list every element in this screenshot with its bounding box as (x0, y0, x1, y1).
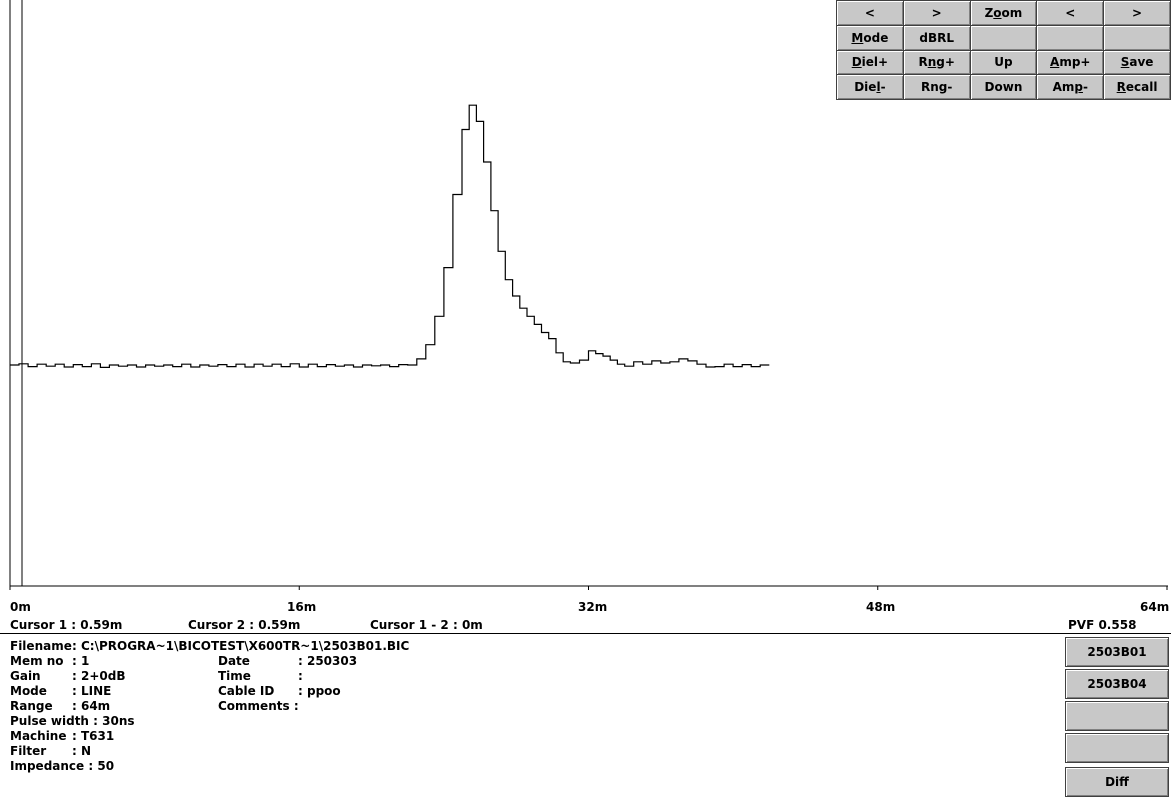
cursor1-readout: Cursor 1 : 0.59m (10, 618, 123, 632)
time-value: : (298, 669, 303, 683)
down-button-label: Down (984, 80, 1023, 95)
impedance-label: Impedance (10, 759, 85, 773)
control-toolbar: < > Zoom < > Mode dBRL Diel+ Rng+ Up Amp+ Save Diel-… (836, 0, 1171, 100)
memory-button-4[interactable] (1065, 733, 1169, 763)
memory-buttons: 2503B01 2503B04 Diff (1065, 637, 1171, 802)
date-value: : 250303 (298, 654, 358, 668)
x-tick-label-16: 16m (287, 600, 317, 614)
cursor-readout-row: Cursor 1 : 0.59m Cursor 2 : 0.59m Cursor… (0, 617, 1171, 634)
memno-label: Mem no (10, 654, 64, 668)
mode-label: Mode (10, 684, 47, 698)
memno-value: : 1 (72, 654, 90, 668)
range-minus-button[interactable]: Rng- (902, 74, 971, 100)
x-tick-label-48: 48m (866, 600, 896, 614)
amp-minus-button-label: Amp- (1052, 80, 1088, 95)
memory-button-1[interactable]: 2503B01 (1065, 637, 1169, 667)
comments-value: : (293, 699, 299, 713)
cursor2-readout: Cursor 2 : 0.59m (188, 618, 301, 632)
machine-row: Machine : T631 (10, 729, 114, 744)
trace-svg (9, 0, 1168, 590)
up-button[interactable]: Up (969, 49, 1038, 76)
recall-button-label: Recall (1116, 80, 1158, 95)
save-button-label: Save (1120, 55, 1154, 70)
machine-value: : T631 (72, 729, 115, 743)
cursor-left-button-label: < (1065, 5, 1076, 20)
mode-row: Mode : LINE (10, 684, 111, 699)
gain-label: Gain (10, 669, 41, 683)
range-minus-button-label: Rng- (920, 80, 953, 95)
cursor-right-button[interactable]: > (1103, 0, 1171, 26)
scroll-right-button[interactable]: > (902, 0, 971, 26)
trace-series-line (10, 104, 770, 368)
time-row: Time: (218, 669, 303, 684)
memno-row: Mem no : 1 (10, 654, 89, 669)
dbrl-button-label: dBRL (919, 30, 954, 45)
impedance-row: Impedance : 50 (10, 759, 114, 774)
gain-row: Gain : 2+0dB (10, 669, 125, 684)
cable-row: Cable ID : ppoo (218, 684, 341, 699)
x-tick-label-32: 32m (578, 600, 608, 614)
amp-plus-button[interactable]: Amp+ (1036, 49, 1105, 76)
x-tick-label-64: 64m (1140, 600, 1170, 614)
zoom-button-label: Zoom (984, 5, 1023, 20)
cursor-left-button[interactable]: < (1036, 0, 1105, 26)
x-tick-label-0: 0m (10, 600, 31, 614)
date-row: Date : 250303 (218, 654, 357, 669)
pulse-label: Pulse width (10, 714, 89, 728)
range-plus-button[interactable]: Rng+ (902, 49, 971, 76)
mode-button-label: Mode (851, 30, 889, 45)
blank-button-1[interactable] (969, 24, 1038, 51)
comments-label: Comments (218, 699, 290, 713)
memory-button-2[interactable]: 2503B04 (1065, 669, 1169, 699)
up-button-label: Up (994, 55, 1013, 70)
filename-label: Filename (10, 639, 72, 653)
diff-button[interactable]: Diff (1065, 767, 1169, 797)
scroll-left-button[interactable]: < (836, 0, 904, 26)
filter-row: Filter : N (10, 744, 91, 759)
pulse-row: Pulse width : 30ns (10, 714, 135, 729)
cable-label: Cable ID (218, 684, 275, 698)
range-plus-button-label: Rng+ (918, 55, 955, 70)
filter-label: Filter (10, 744, 47, 758)
recall-button[interactable]: Recall (1103, 74, 1171, 100)
down-button[interactable]: Down (969, 74, 1038, 100)
scroll-right-button-label: > (931, 5, 942, 20)
scroll-left-button-label: < (864, 5, 875, 20)
cursor-diff-readout: Cursor 1 - 2 : 0m (370, 618, 483, 632)
time-label: Time (218, 669, 251, 683)
range-value: : 64m (72, 699, 111, 713)
save-button[interactable]: Save (1103, 49, 1171, 76)
cursor-right-button-label: > (1132, 5, 1143, 20)
pulse-value: : 30ns (93, 714, 135, 728)
mode-button[interactable]: Mode (836, 24, 904, 51)
amp-minus-button[interactable]: Amp- (1036, 74, 1105, 100)
trace-info-panel: Filename: C:\PROGRA~1\BICOTEST\X600TR~1\… (10, 639, 1060, 801)
blank-button-2[interactable] (1036, 24, 1105, 51)
range-row: Range : 64m (10, 699, 110, 714)
filename-row: Filename: C:\PROGRA~1\BICOTEST\X600TR~1\… (10, 639, 409, 654)
blank-button-3[interactable] (1103, 24, 1171, 51)
mode-value: : LINE (72, 684, 112, 698)
filter-value: : N (72, 744, 92, 758)
machine-label: Machine (10, 729, 67, 743)
diel-minus-button-label: Diel- (854, 80, 886, 95)
diel-plus-button-label: Diel+ (851, 55, 889, 70)
memory-button-3[interactable] (1065, 701, 1169, 731)
comments-row: Comments : (218, 699, 299, 714)
trace-plot[interactable] (0, 0, 1171, 590)
impedance-value: : 50 (88, 759, 115, 773)
diel-plus-button[interactable]: Diel+ (836, 49, 904, 76)
dbrl-button[interactable]: dBRL (902, 24, 971, 51)
zoom-button[interactable]: Zoom (969, 0, 1038, 26)
filename-value: : C:\PROGRA~1\BICOTEST\X600TR~1\2503B01.… (72, 639, 410, 653)
range-label: Range (10, 699, 53, 713)
pvf-readout: PVF 0.558 (1068, 618, 1137, 632)
cable-value: : ppoo (298, 684, 341, 698)
gain-value: : 2+0dB (72, 669, 126, 683)
date-label: Date (218, 654, 250, 668)
diel-minus-button[interactable]: Diel- (836, 74, 904, 100)
amp-plus-button-label: Amp+ (1050, 55, 1091, 70)
x-axis-labels: 0m 16m 32m 48m 64m (0, 600, 1171, 618)
